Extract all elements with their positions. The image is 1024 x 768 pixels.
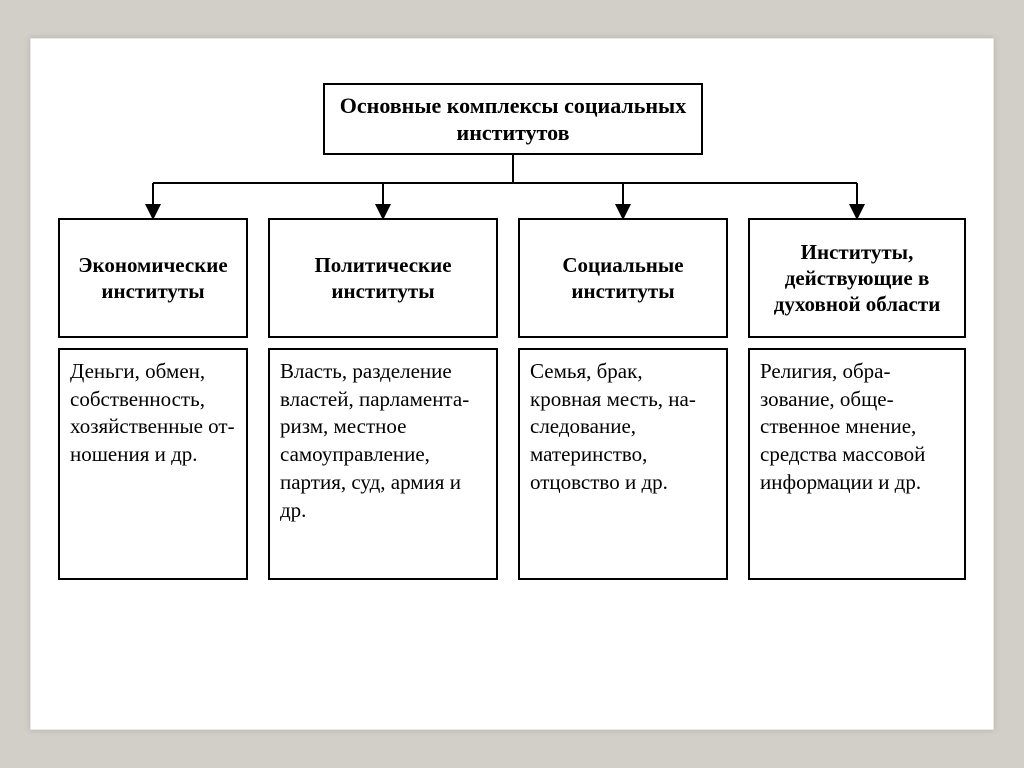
header-label: Институты, действующие в духовной област…: [758, 239, 956, 318]
body-text: Деньги, об­мен, собст­венность, хозяйст­…: [70, 358, 236, 469]
header-label: Экономи­ческие институты: [68, 252, 238, 305]
header-label: Политические институты: [278, 252, 488, 305]
node-body-economic: Деньги, об­мен, собст­венность, хозяйст­…: [58, 348, 248, 580]
node-body-spiritual: Религия, обра­зование, обще­ственное мне…: [748, 348, 966, 580]
body-text: Власть, разде­ление властей, парламента­…: [280, 358, 486, 524]
header-label: Социальные институты: [528, 252, 718, 305]
diagram-canvas: Основные комплексы социальных институтов…: [58, 83, 966, 653]
node-body-political: Власть, разде­ление властей, парламента­…: [268, 348, 498, 580]
node-header-political: Политические институты: [268, 218, 498, 338]
node-header-spiritual: Институты, действующие в духовной област…: [748, 218, 966, 338]
root-title: Основные комплексы социальных институтов: [333, 92, 693, 147]
root-node: Основные комплексы социальных институтов: [323, 83, 703, 155]
node-header-social: Социальные институты: [518, 218, 728, 338]
slide-frame: Основные комплексы социальных институтов…: [30, 38, 994, 730]
node-body-social: Семья, брак, кровная месть, на­следовани…: [518, 348, 728, 580]
body-text: Религия, обра­зование, обще­ственное мне…: [760, 358, 954, 497]
body-text: Семья, брак, кровная месть, на­следовани…: [530, 358, 716, 497]
node-header-economic: Экономи­ческие институты: [58, 218, 248, 338]
